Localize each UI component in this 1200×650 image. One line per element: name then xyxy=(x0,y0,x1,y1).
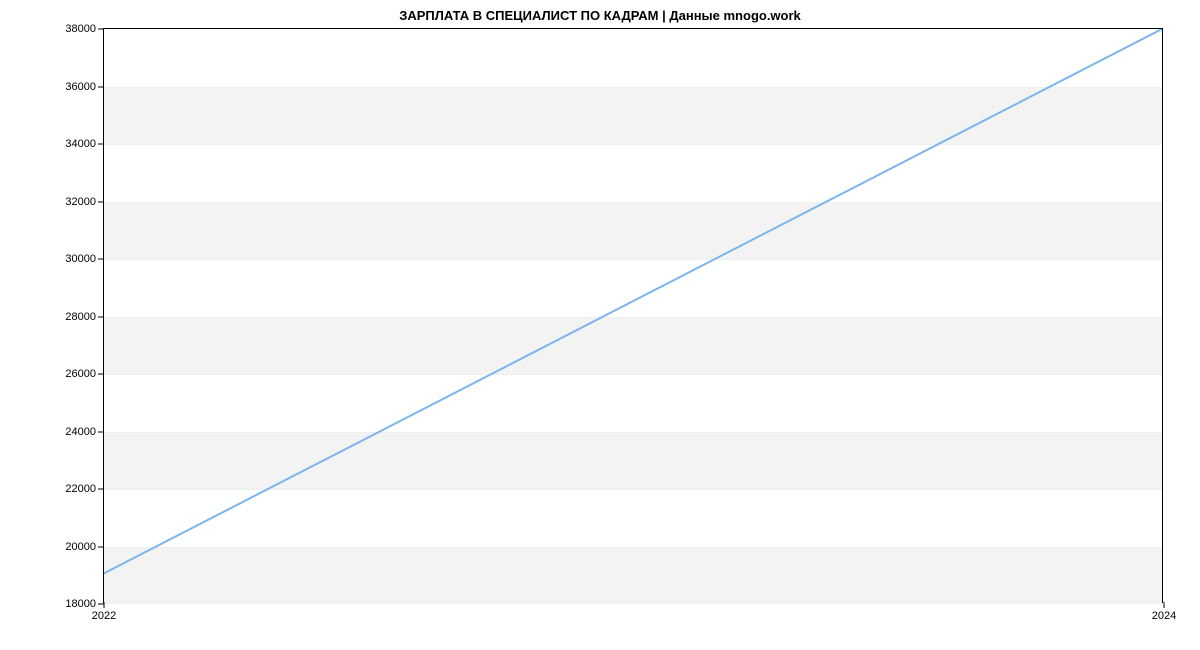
y-tick-mark xyxy=(98,144,104,145)
y-tick-label: 38000 xyxy=(65,23,96,35)
chart-title: ЗАРПЛАТА В СПЕЦИАЛИСТ ПО КАДРАМ | Данные… xyxy=(0,8,1200,23)
y-tick-mark xyxy=(98,374,104,375)
y-tick-label: 24000 xyxy=(65,426,96,438)
y-tick-label: 36000 xyxy=(65,81,96,93)
y-tick-label: 28000 xyxy=(65,311,96,323)
y-tick-label: 32000 xyxy=(65,196,96,208)
plot-area: 1800020000220002400026000280003000032000… xyxy=(103,28,1163,603)
y-tick-mark xyxy=(98,259,104,260)
salary-line-chart: ЗАРПЛАТА В СПЕЦИАЛИСТ ПО КАДРАМ | Данные… xyxy=(0,0,1200,650)
y-tick-mark xyxy=(98,546,104,547)
y-tick-label: 26000 xyxy=(65,368,96,380)
y-tick-label: 34000 xyxy=(65,138,96,150)
y-tick-label: 30000 xyxy=(65,253,96,265)
x-tick-mark xyxy=(1164,602,1165,608)
y-tick-mark xyxy=(98,316,104,317)
y-tick-label: 22000 xyxy=(65,483,96,495)
x-tick-label: 2024 xyxy=(1152,610,1176,622)
x-tick-mark xyxy=(104,602,105,608)
series-line-salary xyxy=(104,29,1162,573)
y-tick-mark xyxy=(98,201,104,202)
series-layer xyxy=(104,29,1162,602)
y-tick-label: 18000 xyxy=(65,598,96,610)
y-tick-label: 20000 xyxy=(65,541,96,553)
y-tick-mark xyxy=(98,29,104,30)
y-tick-mark xyxy=(98,86,104,87)
x-tick-label: 2022 xyxy=(92,610,116,622)
y-tick-mark xyxy=(98,489,104,490)
y-tick-mark xyxy=(98,431,104,432)
